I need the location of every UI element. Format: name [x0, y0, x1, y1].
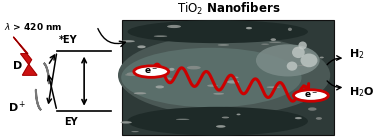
Text: $\lambda$ > 420 nm: $\lambda$ > 420 nm: [4, 21, 63, 32]
Ellipse shape: [127, 72, 139, 76]
Ellipse shape: [164, 78, 172, 80]
Ellipse shape: [261, 44, 269, 45]
Ellipse shape: [308, 107, 316, 111]
Ellipse shape: [147, 74, 159, 76]
Text: D: D: [13, 61, 23, 71]
Ellipse shape: [134, 92, 146, 94]
Polygon shape: [13, 37, 37, 75]
Ellipse shape: [216, 125, 226, 128]
Ellipse shape: [316, 117, 322, 120]
Ellipse shape: [271, 38, 276, 41]
Ellipse shape: [301, 54, 318, 67]
Ellipse shape: [121, 40, 135, 42]
Ellipse shape: [287, 62, 297, 71]
Text: *EY: *EY: [59, 35, 77, 45]
Ellipse shape: [154, 35, 167, 37]
Ellipse shape: [169, 68, 175, 71]
Text: EY: EY: [64, 117, 78, 127]
Ellipse shape: [213, 93, 224, 95]
Text: $\mathrm{TiO_2}$ Nanofibers: $\mathrm{TiO_2}$ Nanofibers: [177, 1, 280, 17]
Ellipse shape: [222, 117, 229, 118]
Ellipse shape: [227, 80, 239, 83]
Ellipse shape: [187, 66, 201, 69]
Ellipse shape: [319, 57, 324, 58]
Ellipse shape: [297, 65, 310, 66]
Bar: [122, 20, 335, 135]
Ellipse shape: [167, 25, 181, 28]
Ellipse shape: [237, 114, 240, 115]
Ellipse shape: [269, 42, 281, 43]
Ellipse shape: [266, 86, 280, 88]
Ellipse shape: [131, 131, 139, 132]
Ellipse shape: [176, 119, 189, 120]
Ellipse shape: [121, 48, 302, 107]
Ellipse shape: [218, 44, 229, 46]
Ellipse shape: [207, 84, 218, 87]
Ellipse shape: [246, 27, 252, 29]
Ellipse shape: [295, 117, 302, 119]
Ellipse shape: [298, 41, 307, 50]
Ellipse shape: [118, 35, 330, 115]
Text: H$_2$: H$_2$: [349, 47, 364, 61]
Ellipse shape: [234, 77, 239, 78]
Ellipse shape: [137, 45, 146, 48]
Ellipse shape: [292, 47, 305, 58]
Text: D$^+$: D$^+$: [8, 100, 26, 115]
Ellipse shape: [155, 85, 164, 88]
Ellipse shape: [125, 74, 136, 76]
Text: e$^-$: e$^-$: [304, 91, 318, 100]
Circle shape: [134, 66, 169, 77]
Ellipse shape: [127, 107, 308, 136]
Circle shape: [293, 90, 328, 101]
Ellipse shape: [127, 20, 308, 43]
Text: e$^-$: e$^-$: [144, 67, 158, 76]
Text: H$_2$O: H$_2$O: [349, 85, 375, 99]
Ellipse shape: [288, 28, 292, 31]
Ellipse shape: [256, 44, 320, 76]
Ellipse shape: [121, 121, 132, 124]
Ellipse shape: [294, 47, 301, 49]
